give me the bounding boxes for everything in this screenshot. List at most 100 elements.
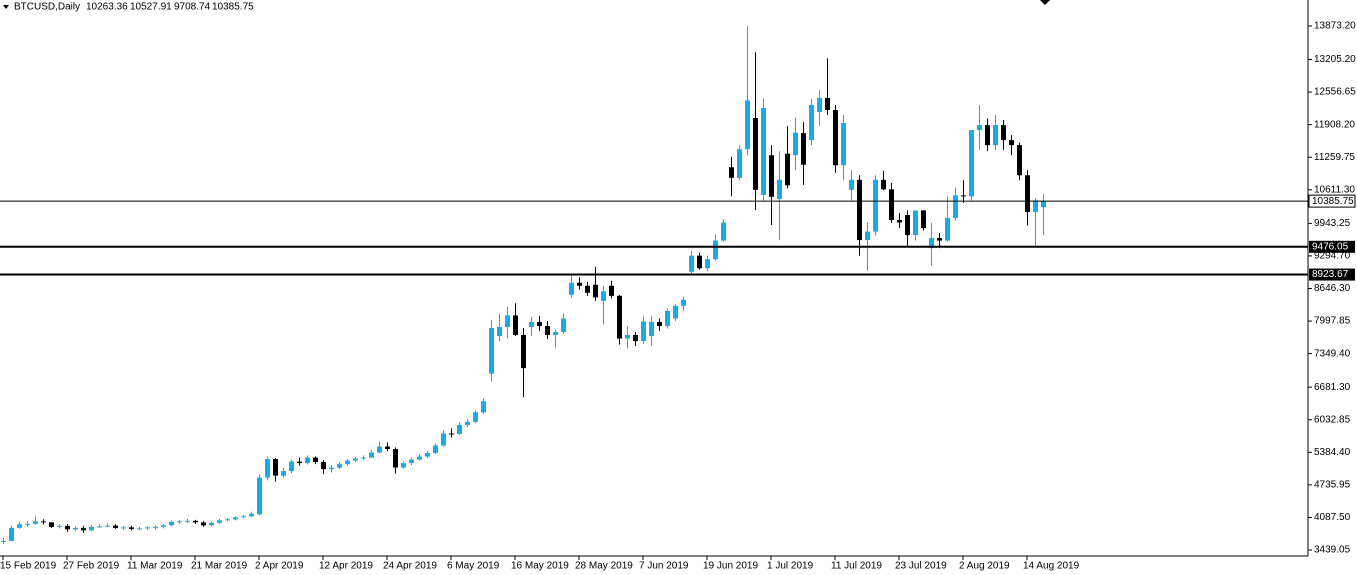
candle-body xyxy=(257,477,262,515)
candle-body xyxy=(105,525,110,527)
candle-body xyxy=(57,525,62,527)
candle-body xyxy=(665,310,670,326)
candle-body xyxy=(729,167,734,178)
candle-body xyxy=(177,521,182,523)
candle-body xyxy=(929,238,934,249)
candle-body xyxy=(393,449,398,468)
y-tick-label: 13205.20 xyxy=(1314,54,1356,65)
x-tick-label: 11 Mar 2019 xyxy=(127,561,183,572)
x-tick-label: 19 Jun 2019 xyxy=(703,561,758,572)
candle-body xyxy=(497,326,502,337)
candle-body xyxy=(689,255,694,272)
candle-body xyxy=(769,155,774,197)
candle-body xyxy=(345,460,350,465)
x-tick-label: 6 May 2019 xyxy=(447,561,500,572)
candle-body xyxy=(561,318,566,332)
candle-body xyxy=(409,459,414,464)
candle-body xyxy=(441,433,446,446)
x-tick-label: 12 Apr 2019 xyxy=(319,561,373,572)
candle-body xyxy=(961,195,966,197)
candle-body xyxy=(601,291,606,301)
candle-body xyxy=(881,179,886,190)
candle-body xyxy=(569,282,574,295)
candle-body xyxy=(313,457,318,463)
candle-body xyxy=(473,412,478,422)
candle-body xyxy=(801,133,806,165)
candle-body xyxy=(985,125,990,146)
candle-body xyxy=(457,424,462,434)
candle-body xyxy=(1033,200,1038,212)
x-tick-label: 1 Jul 2019 xyxy=(767,561,814,572)
candle-body xyxy=(633,335,638,342)
candle-body xyxy=(809,104,814,141)
y-tick-label: 6032.85 xyxy=(1314,414,1351,425)
y-tick-label: 3439.05 xyxy=(1314,545,1351,556)
candle-body xyxy=(713,240,718,260)
candle-body xyxy=(433,445,438,454)
candle-body xyxy=(889,189,894,220)
y-tick-label: 7349.40 xyxy=(1314,348,1351,359)
candle-body xyxy=(721,222,726,241)
candle-body xyxy=(489,327,494,374)
candle-body xyxy=(969,130,974,197)
candle-body xyxy=(161,525,166,527)
candle-body xyxy=(289,461,294,472)
candle-body xyxy=(753,118,758,190)
candle-body xyxy=(225,519,230,521)
candle-body xyxy=(977,125,982,131)
candle-body xyxy=(153,526,158,528)
candle-body xyxy=(545,325,550,336)
candle-body xyxy=(417,456,422,460)
candle-body xyxy=(305,457,310,464)
candle-body xyxy=(17,524,22,528)
candle-body xyxy=(793,132,798,156)
x-tick-label: 15 Feb 2019 xyxy=(0,561,57,572)
header-close: 10385.75 xyxy=(212,2,254,13)
candle-body xyxy=(1,540,6,542)
candle-body xyxy=(745,100,750,150)
candle-body xyxy=(241,516,246,518)
price-label-box xyxy=(1308,194,1356,208)
candle-body xyxy=(521,335,526,369)
candle-body xyxy=(337,464,342,468)
candle-body xyxy=(697,255,702,269)
header-low: 9708.74 xyxy=(174,2,211,13)
candle-body xyxy=(817,97,822,113)
candle-body xyxy=(841,123,846,166)
candle-body xyxy=(481,401,486,413)
candle-body xyxy=(1001,125,1006,141)
x-tick-label: 21 Mar 2019 xyxy=(191,561,248,572)
candle-body xyxy=(121,527,126,529)
menu-arrow[interactable] xyxy=(3,5,9,9)
candle-body xyxy=(913,210,918,236)
candle-body xyxy=(537,321,542,326)
candle-body xyxy=(1041,201,1046,208)
candle-body xyxy=(425,453,430,457)
candle-body xyxy=(89,526,94,531)
candle-body xyxy=(777,179,782,199)
candle-body xyxy=(193,520,198,523)
x-tick-label: 28 May 2019 xyxy=(575,561,633,572)
candle-body xyxy=(265,459,270,478)
candle-body xyxy=(377,446,382,453)
level-label: 8923.67 xyxy=(1312,269,1349,280)
candle-body xyxy=(201,522,206,526)
level-label-box xyxy=(1309,268,1355,281)
x-tick-label: 23 Jul 2019 xyxy=(895,561,947,572)
candle-body xyxy=(321,462,326,470)
candle-body xyxy=(529,321,534,327)
candle-body xyxy=(273,459,278,476)
y-tick-label: 11908.20 xyxy=(1314,119,1355,130)
candle-body xyxy=(761,107,766,195)
candle-body xyxy=(993,125,998,146)
candle-body xyxy=(233,517,238,520)
level-label: 9476.05 xyxy=(1312,241,1349,252)
y-tick-label: 5384.40 xyxy=(1314,447,1351,458)
y-tick-label: 10611.30 xyxy=(1314,184,1355,195)
x-tick-label: 2 Aug 2019 xyxy=(959,561,1010,572)
candle-body xyxy=(681,299,686,306)
candle-body xyxy=(81,527,86,531)
candle-body xyxy=(33,521,38,524)
candle-body xyxy=(857,179,862,241)
